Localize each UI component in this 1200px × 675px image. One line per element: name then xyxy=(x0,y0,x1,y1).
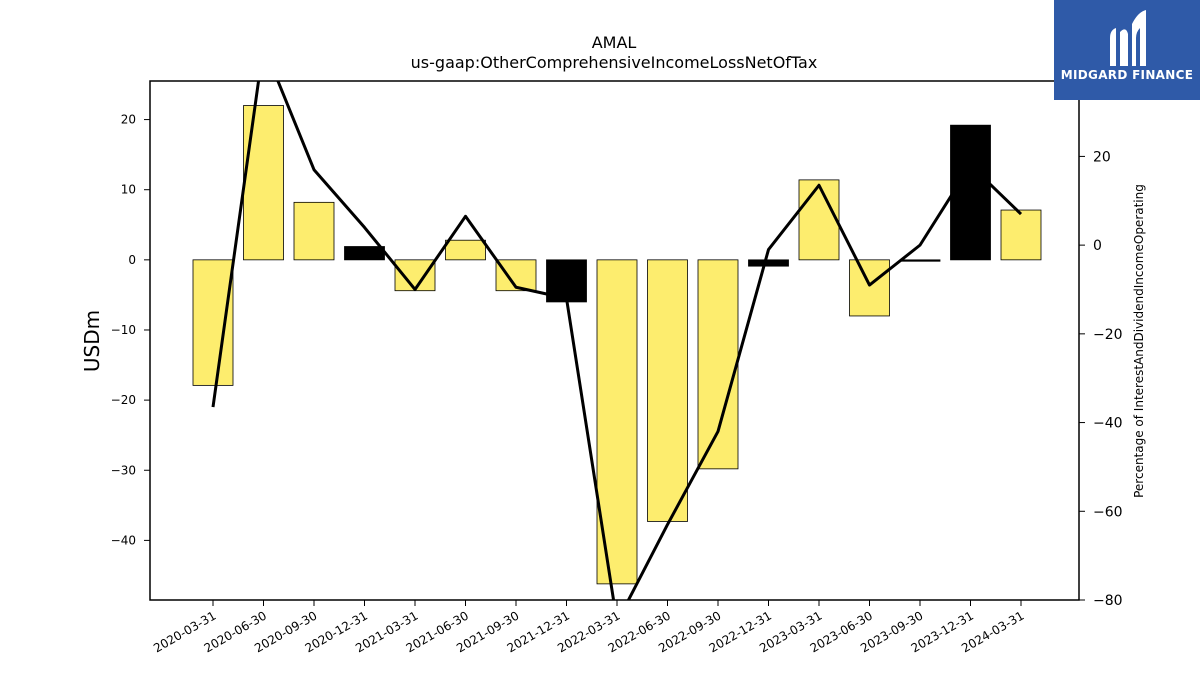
y-tick-label: 10 xyxy=(121,183,136,197)
y2-tick-label: −40 xyxy=(1093,416,1123,432)
bar xyxy=(798,179,840,261)
bar xyxy=(293,201,335,261)
y2-tick-label: 20 xyxy=(1093,149,1111,165)
y-tick-label: −20 xyxy=(111,393,136,407)
y2-axis-label: Percentage of InterestAndDividendIncomeO… xyxy=(1132,184,1146,498)
brand-logo: MIDGARD FINANCE xyxy=(1054,0,1200,100)
y-tick-label: −40 xyxy=(111,533,136,547)
bar xyxy=(849,259,890,317)
bar xyxy=(243,105,284,261)
y-tick-label: −30 xyxy=(111,463,136,477)
y-tick-label: −10 xyxy=(111,323,136,337)
y-tick-label: 20 xyxy=(121,113,136,127)
bar-series xyxy=(192,105,1042,585)
chart-title: AMAL xyxy=(592,33,637,52)
bar xyxy=(950,124,991,261)
bar xyxy=(192,259,234,386)
line-series xyxy=(211,81,1023,600)
right-axis-ticks: 20 0 −20 −40 −60 −80 xyxy=(1079,149,1123,609)
bar xyxy=(344,246,385,261)
y2-tick-label: −80 xyxy=(1093,593,1123,609)
bar xyxy=(697,259,739,470)
midgard-logo-icon xyxy=(1110,10,1146,66)
plot-frame xyxy=(149,80,1080,601)
chart-subtitle: us-gaap:OtherComprehensiveIncomeLossNetO… xyxy=(411,53,818,72)
y2-tick-label: −20 xyxy=(1093,327,1123,343)
bar xyxy=(394,259,436,292)
line-path xyxy=(211,81,1023,600)
bar xyxy=(1000,209,1042,261)
bar xyxy=(647,259,688,522)
y-tick-label: 0 xyxy=(128,253,136,267)
left-axis-ticks: 20 10 0 −10 −20 −30 −40 xyxy=(111,113,150,547)
y2-tick-label: 0 xyxy=(1093,238,1102,254)
bar xyxy=(445,239,486,261)
x-axis-ticks: 2020-03-312020-06-302020-09-302020-12-31… xyxy=(151,600,1027,655)
y-axis-label: USDm xyxy=(80,310,104,372)
brand-name: MIDGARD FINANCE xyxy=(1060,68,1194,82)
bar xyxy=(899,259,941,262)
bar xyxy=(748,259,789,267)
y2-tick-label: −60 xyxy=(1093,504,1123,520)
